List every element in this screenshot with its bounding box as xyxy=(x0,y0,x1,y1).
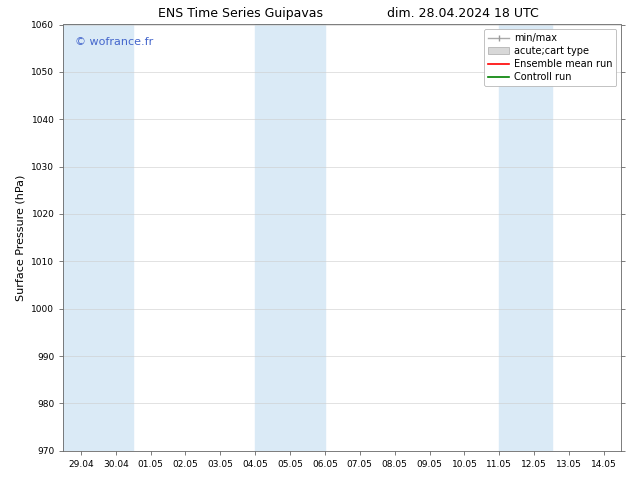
Y-axis label: Surface Pressure (hPa): Surface Pressure (hPa) xyxy=(16,174,26,301)
Text: © wofrance.fr: © wofrance.fr xyxy=(75,37,153,48)
Bar xyxy=(255,24,325,451)
Bar xyxy=(500,24,552,451)
Text: dim. 28.04.2024 18 UTC: dim. 28.04.2024 18 UTC xyxy=(387,7,539,21)
Bar xyxy=(63,24,133,451)
Text: ENS Time Series Guipavas: ENS Time Series Guipavas xyxy=(158,7,323,21)
Legend: min/max, acute;cart type, Ensemble mean run, Controll run: min/max, acute;cart type, Ensemble mean … xyxy=(484,29,616,86)
